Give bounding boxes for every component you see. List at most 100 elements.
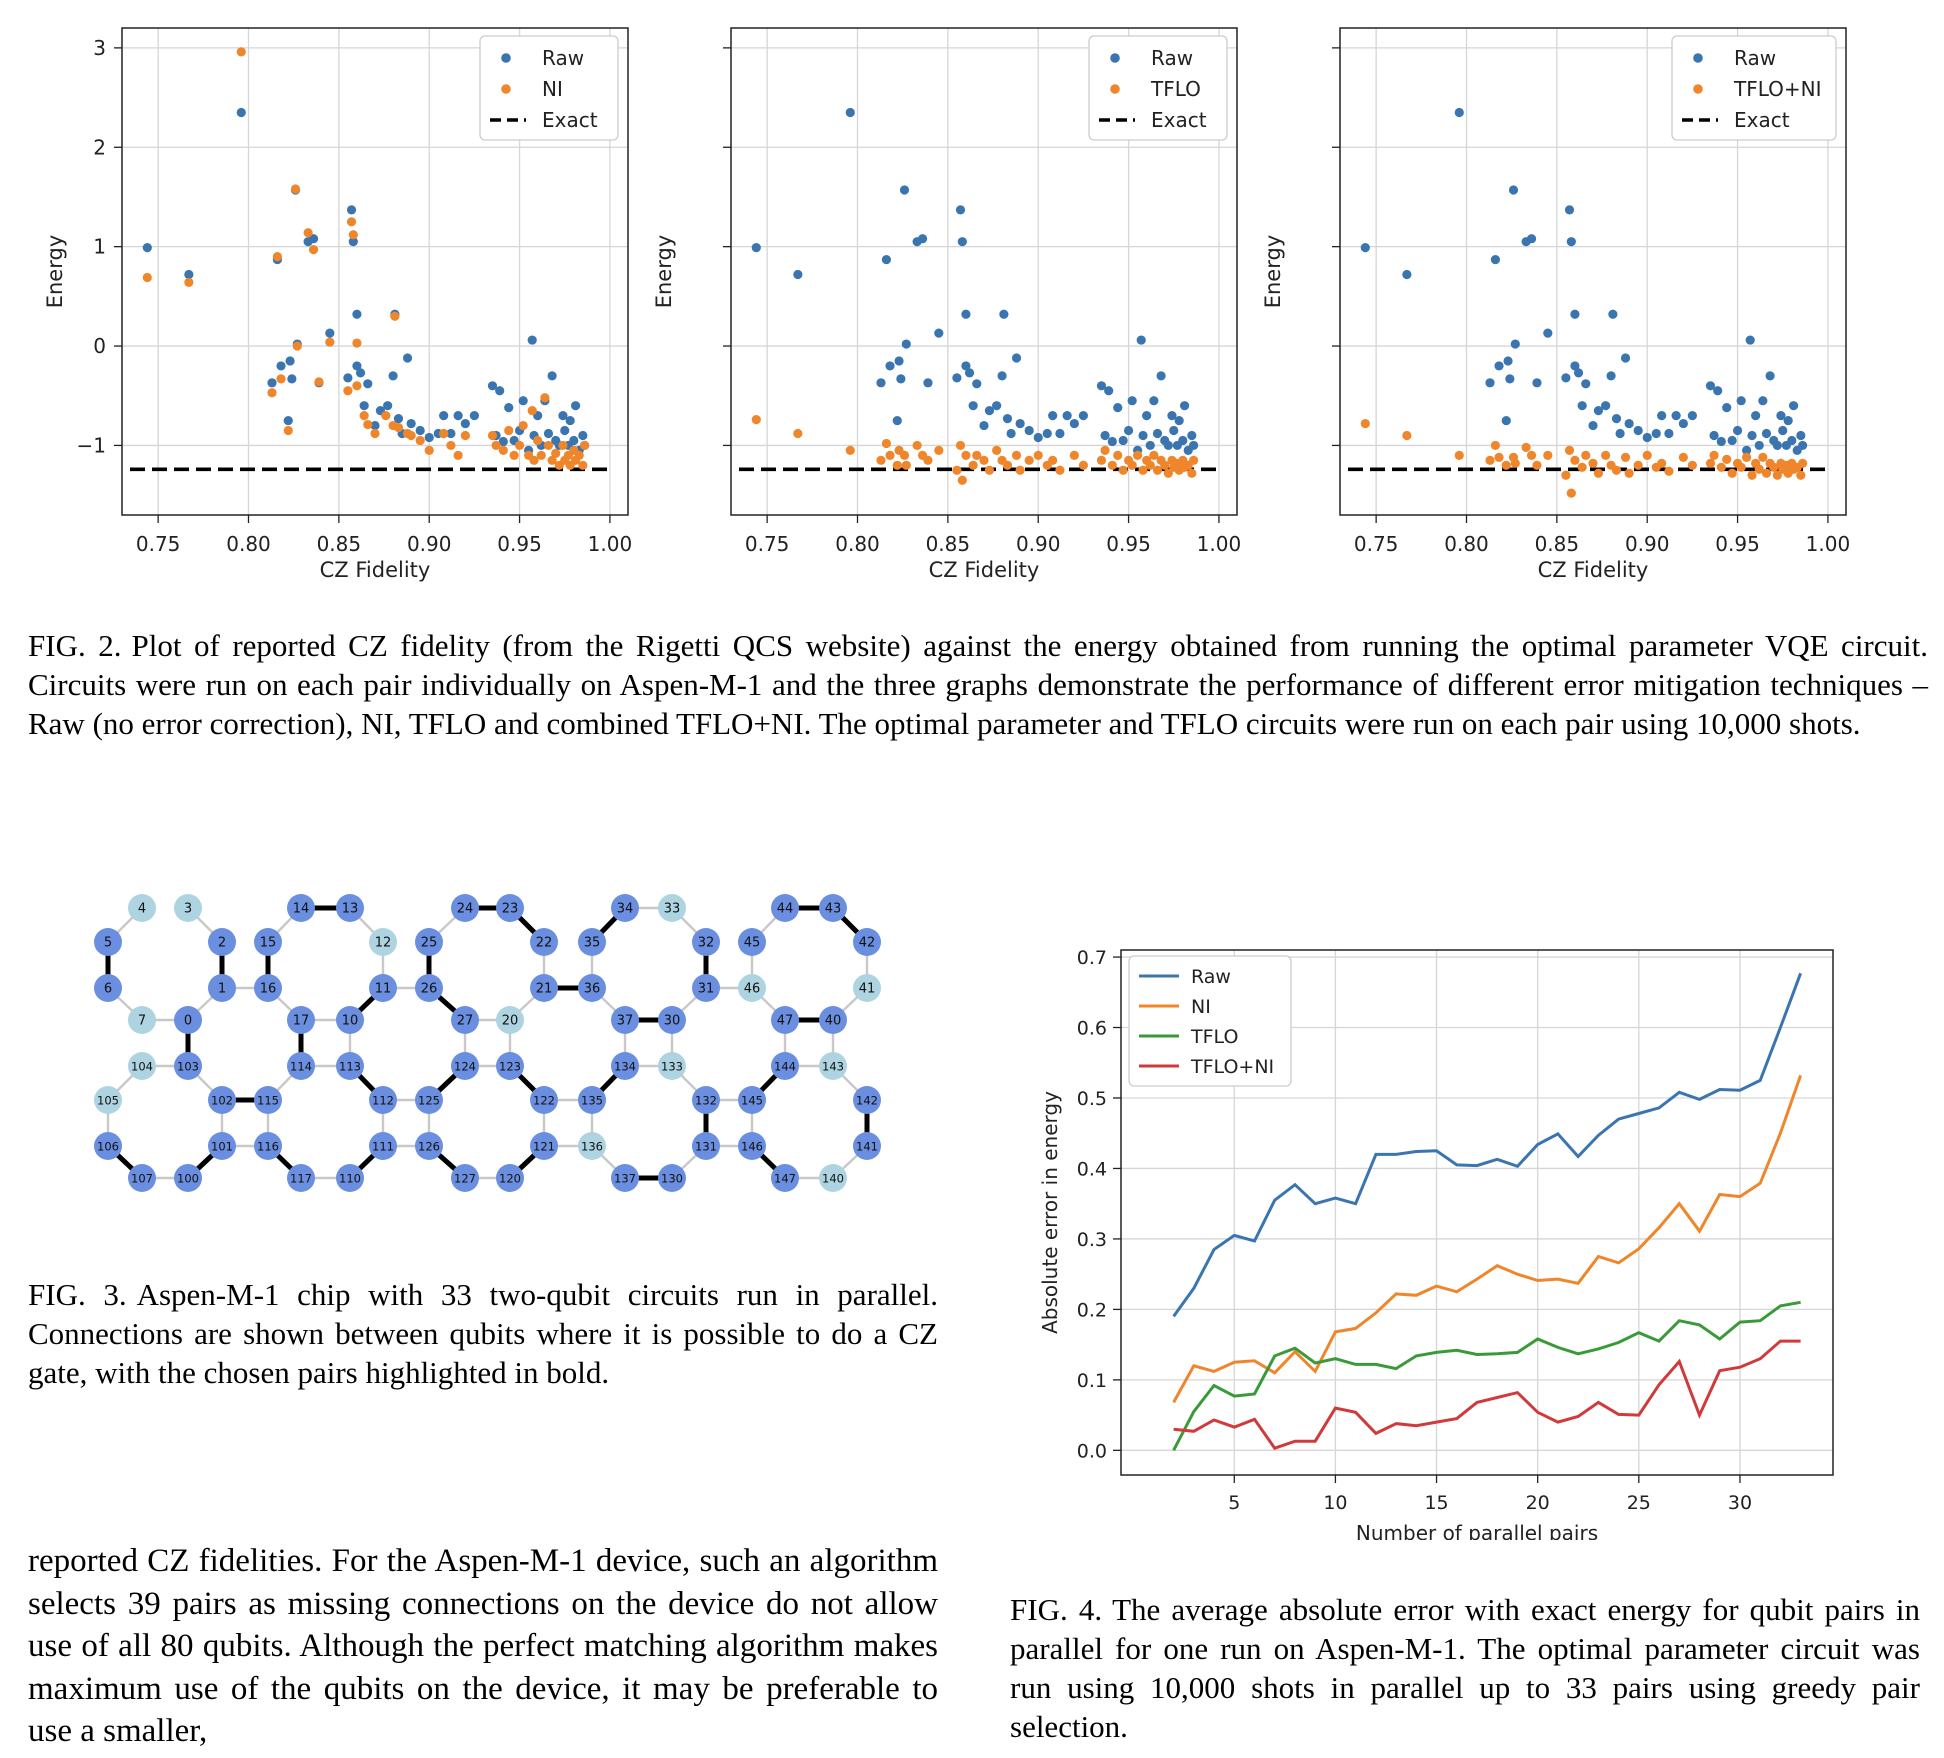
data-point-ni [390, 311, 400, 321]
legend-marker [1693, 84, 1703, 94]
qubit-circle [415, 928, 443, 956]
data-point-tflo [1015, 465, 1025, 475]
data-point-raw [1722, 403, 1732, 413]
data-point-ni [283, 425, 293, 436]
qubit-circle [611, 1164, 639, 1192]
y-axis-label: Energy [1261, 235, 1285, 309]
data-point-ni [308, 245, 319, 255]
data-point-tflo-ni [1772, 470, 1782, 480]
data-point-raw [236, 107, 246, 118]
qubit-label: 12 [375, 936, 392, 951]
data-point-tflo-ni [1664, 466, 1674, 476]
qubit-label: 132 [695, 1094, 717, 1108]
data-point-tflo-ni [1611, 465, 1622, 475]
data-point-raw [1179, 401, 1190, 411]
qubit-label: 101 [211, 1140, 233, 1154]
data-point-tflo [1100, 445, 1110, 455]
qubit-node-45: 45 [738, 928, 766, 956]
qubit-node-33: 33 [658, 894, 686, 922]
qubit-label: 47 [777, 1014, 794, 1029]
qubit-label: 32 [698, 936, 715, 951]
qubit-label: 122 [533, 1094, 555, 1108]
qubit-label: 142 [856, 1094, 878, 1108]
qubit-circle [578, 1086, 606, 1114]
data-point-raw [1642, 432, 1652, 443]
qubit-label: 26 [421, 982, 438, 997]
qubit-label: 16 [260, 982, 277, 997]
y-tick-label: 0.0 [1077, 1440, 1107, 1462]
qubit-circle [819, 894, 847, 922]
data-point-tflo-ni [1543, 450, 1553, 460]
qubit-label: 0 [184, 1014, 192, 1029]
data-point-tflo [1160, 460, 1170, 470]
y-tick-label: 0.2 [1077, 1299, 1107, 1321]
data-point-raw [1543, 328, 1553, 338]
data-point-raw [1765, 371, 1775, 381]
data-point-raw [952, 373, 962, 383]
x-tick-label: 0.90 [1016, 532, 1061, 556]
data-point-ni [303, 228, 313, 238]
qubit-circle [415, 1132, 443, 1160]
qubit-circle [94, 1086, 122, 1114]
qubit-node-136: 136 [578, 1132, 606, 1160]
y-tick-label: 0.7 [1077, 947, 1107, 969]
legend-label: NI [542, 77, 563, 101]
data-point-raw [957, 237, 967, 247]
y-tick-label: 0.5 [1077, 1088, 1107, 1110]
data-point-raw [1577, 401, 1587, 411]
data-point-raw [972, 379, 982, 389]
legend-label: TFLO+NI [1190, 1056, 1274, 1078]
data-point-tflo-ni [1561, 470, 1571, 480]
data-point-raw [1664, 428, 1674, 439]
qubit-circle [611, 1006, 639, 1034]
data-point-raw [892, 415, 902, 426]
legend-box [1671, 35, 1837, 141]
data-point-raw [1167, 411, 1177, 421]
x-tick-label: 30 [1728, 1492, 1752, 1514]
series-line-raw [1172, 972, 1803, 1318]
qubit-node-104: 104 [128, 1052, 156, 1080]
qubit-node-147: 147 [771, 1164, 799, 1192]
x-tick-label: 0.75 [1354, 532, 1399, 556]
qubit-circle [451, 1164, 479, 1192]
qubit-node-32: 32 [692, 928, 720, 956]
qubit-node-37: 37 [611, 1006, 639, 1034]
qubit-node-107: 107 [128, 1164, 156, 1192]
y-tick-label: 0.6 [1077, 1018, 1107, 1040]
data-point-ni [359, 411, 369, 421]
qubit-circle [369, 974, 397, 1002]
qubit-node-4: 4 [128, 894, 156, 922]
data-point-raw [1138, 430, 1148, 441]
data-point-raw [518, 396, 528, 406]
data-point-raw [343, 373, 353, 383]
data-point-raw [487, 381, 498, 391]
qubit-circle [254, 928, 282, 956]
data-point-tflo-ni [1581, 450, 1591, 460]
data-point-raw [1505, 374, 1515, 384]
data-point-raw [142, 243, 152, 253]
qubit-node-7: 7 [128, 1006, 156, 1034]
qubit-node-3: 3 [174, 894, 202, 922]
qubit-circle [287, 1052, 315, 1080]
data-point-raw [1778, 425, 1788, 436]
qubit-circle [611, 1052, 639, 1080]
qubit-node-126: 126 [415, 1132, 443, 1160]
data-point-raw [961, 361, 971, 371]
qubit-label: 45 [744, 936, 761, 951]
data-point-raw [406, 418, 416, 429]
data-point-raw [1772, 440, 1782, 451]
qubit-node-31: 31 [692, 974, 720, 1002]
data-point-tflo [1069, 450, 1079, 460]
qubit-label: 17 [293, 1014, 310, 1029]
qubit-circle [415, 1086, 443, 1114]
qubit-circle [771, 1052, 799, 1080]
qubit-circle [819, 1164, 847, 1192]
qubit-node-102: 102 [208, 1086, 236, 1114]
data-point-ni [574, 450, 584, 460]
y-axis-label: Absolute error in energy [1038, 1091, 1062, 1334]
qubit-circle [128, 1006, 156, 1034]
qubit-node-122: 122 [530, 1086, 558, 1114]
qubit-label: 7 [138, 1014, 146, 1029]
legend-label: Raw [1151, 46, 1193, 70]
data-point-tflo [1024, 455, 1034, 465]
